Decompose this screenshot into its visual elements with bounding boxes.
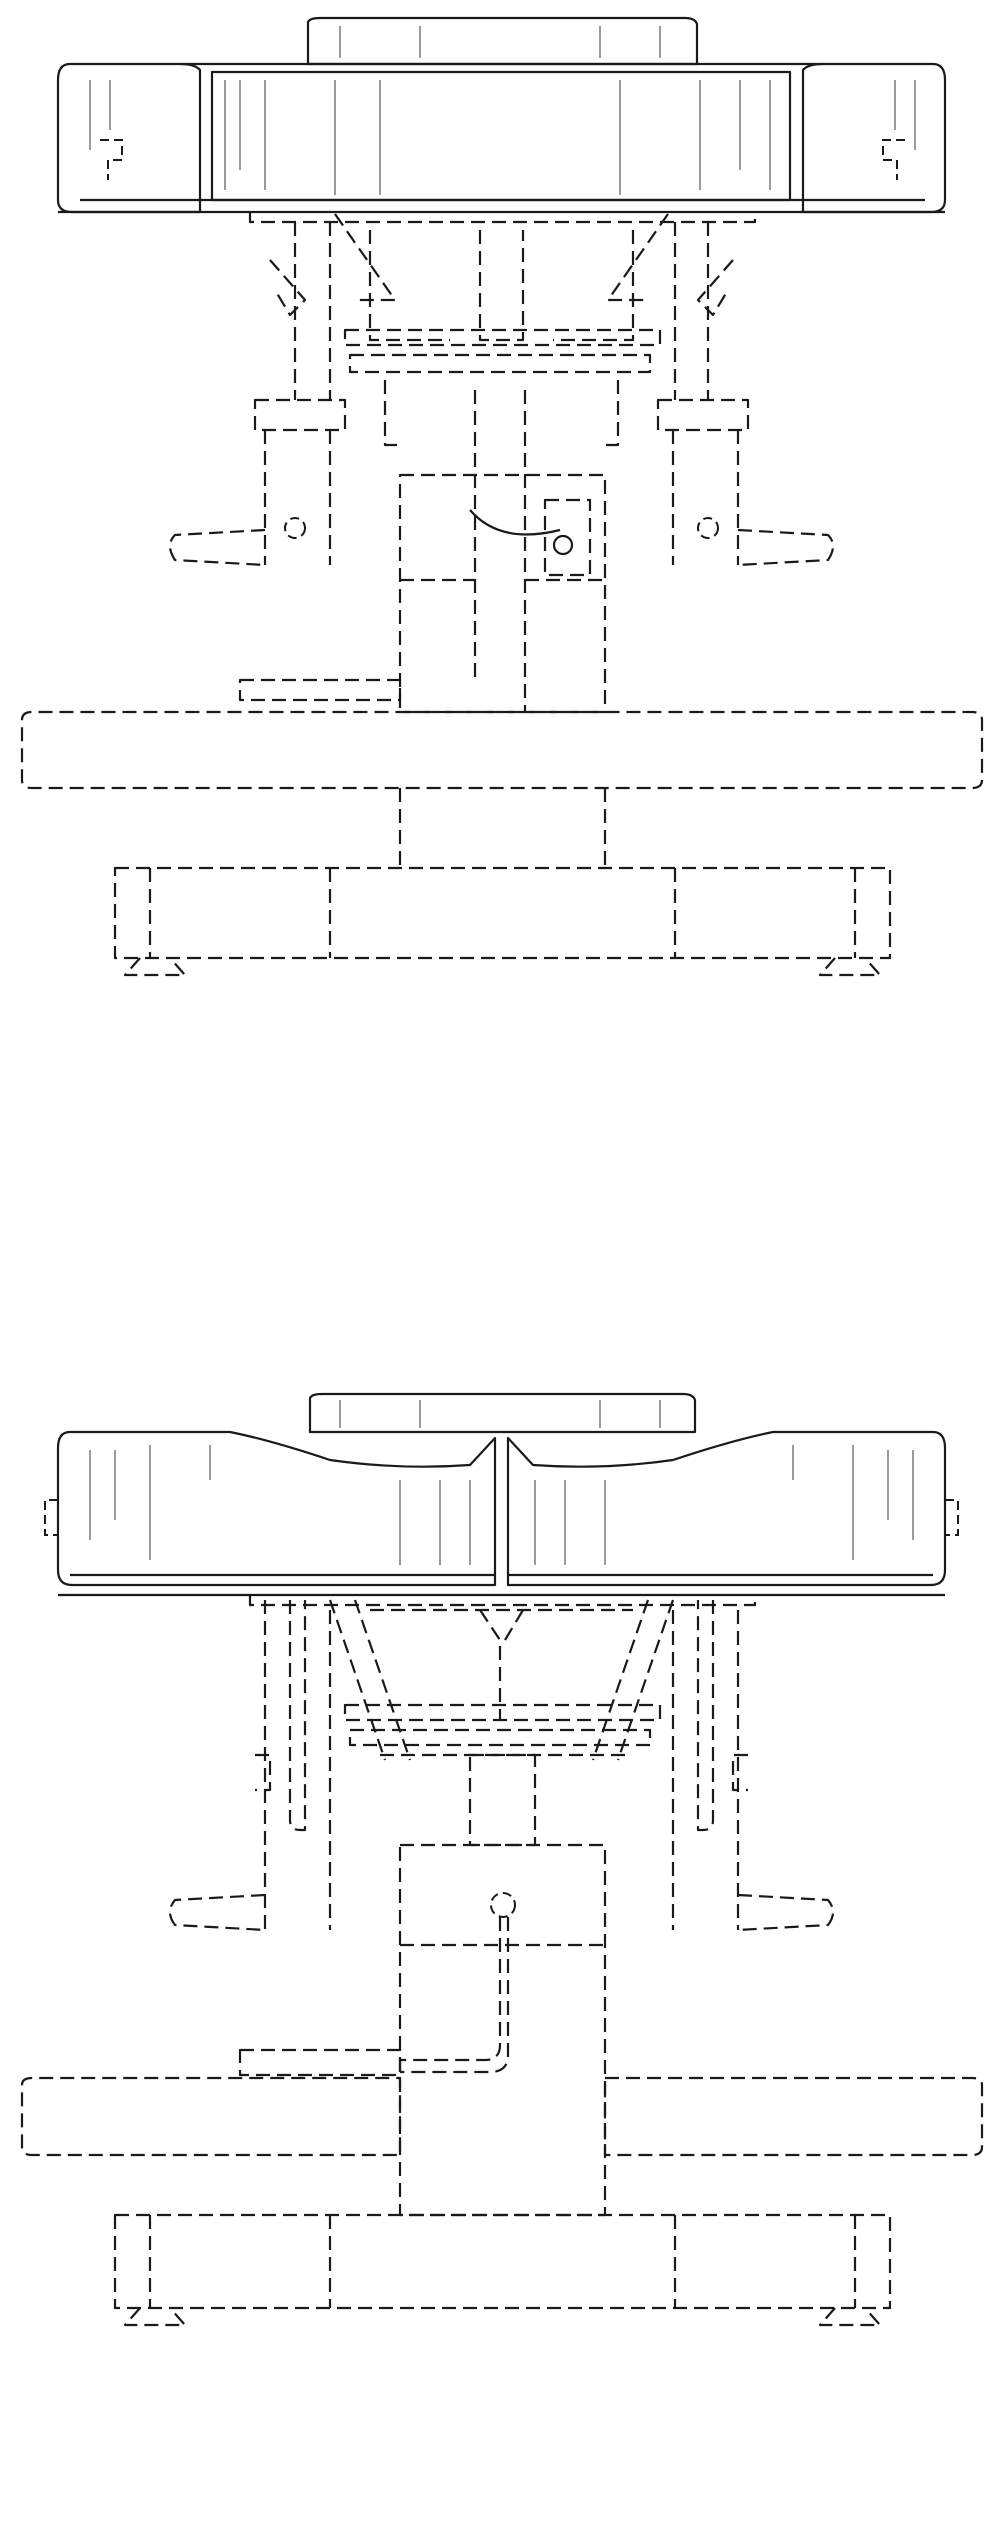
seat-cushion bbox=[56, 16, 947, 214]
chair-base-assembly-rear bbox=[20, 1595, 984, 2327]
rear-view bbox=[20, 1392, 984, 2327]
split-seat-cushion bbox=[44, 1392, 959, 1597]
chair-base-assembly bbox=[20, 212, 984, 977]
front-view bbox=[20, 16, 984, 977]
